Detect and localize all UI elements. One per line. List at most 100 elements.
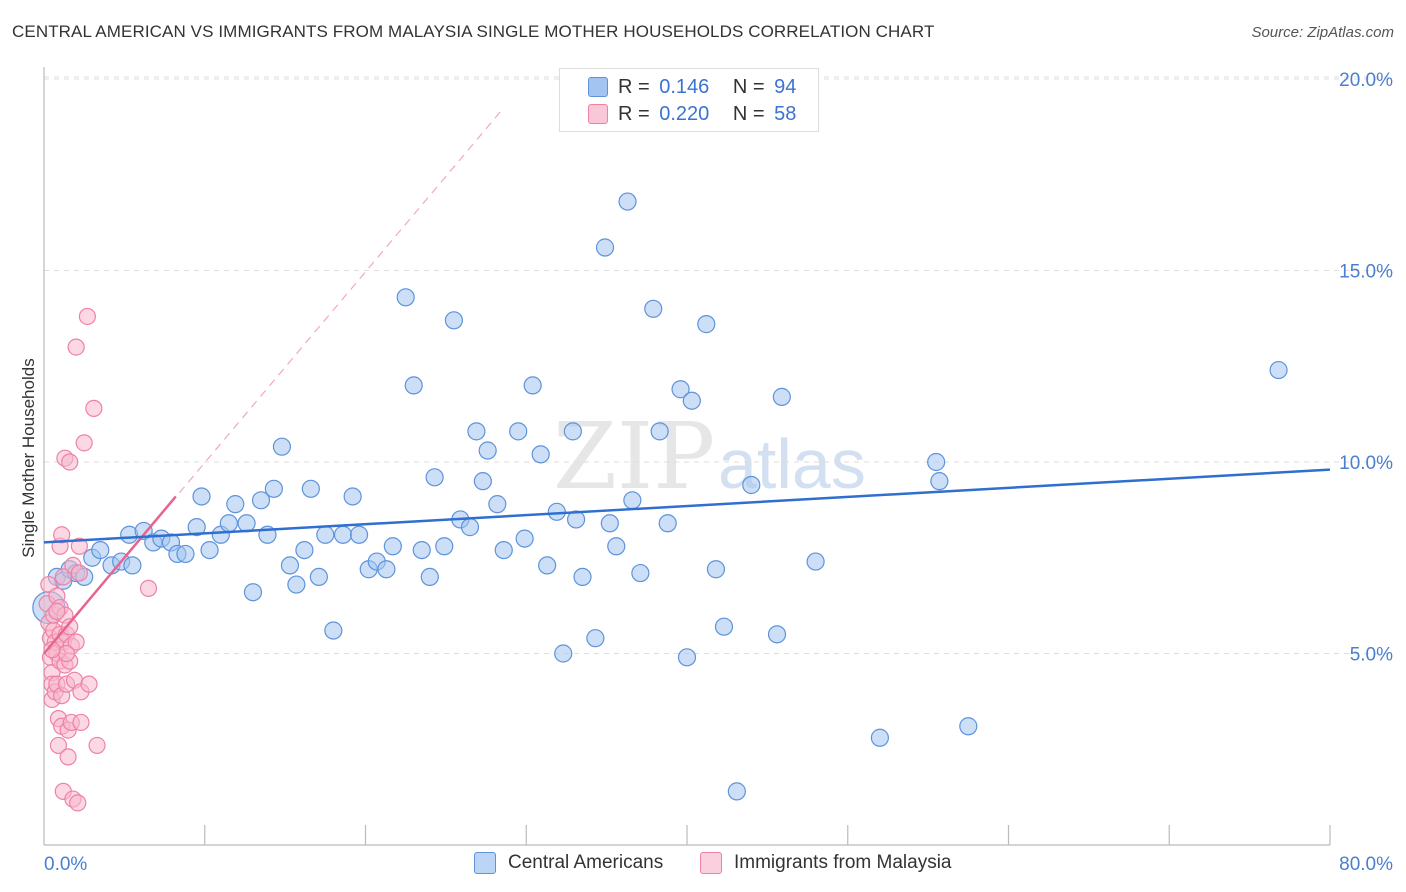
- central-americans-point: [123, 556, 142, 575]
- malaysia-point: [72, 713, 90, 732]
- central-americans-point: [714, 617, 734, 636]
- malaysia-point: [69, 794, 87, 812]
- chart-source: Source: ZipAtlas.com: [1251, 24, 1394, 41]
- central-americans-point: [618, 192, 637, 211]
- legend-swatch-pink: [588, 104, 608, 124]
- central-americans-point: [607, 537, 626, 556]
- central-americans-point: [706, 560, 726, 579]
- y-tick-label: 10.0%: [1339, 453, 1393, 474]
- central-americans-point: [383, 537, 402, 556]
- central-americans-point: [595, 238, 615, 257]
- central-americans-point: [531, 445, 550, 464]
- central-americans-point: [547, 502, 566, 521]
- central-americans-point: [467, 422, 486, 441]
- y-tick-label: 15.0%: [1339, 262, 1393, 283]
- central-americans-point: [478, 441, 497, 460]
- central-americans-point: [727, 782, 746, 801]
- central-americans-point: [772, 387, 791, 406]
- central-americans-point: [316, 525, 335, 544]
- central-americans-point: [554, 644, 573, 663]
- central-americans-point: [682, 391, 701, 410]
- central-americans-point: [586, 629, 605, 648]
- malaysia-point: [49, 736, 68, 755]
- legend-label-central-americans: Central Americans: [508, 852, 664, 873]
- malaysia-point: [67, 338, 85, 356]
- central-americans-point: [494, 540, 513, 560]
- y-tick-labels: 5.0% 10.0% 15.0% 20.0%: [1339, 70, 1393, 666]
- malaysia-point: [53, 526, 71, 544]
- watermark: ZIP atlas: [553, 403, 866, 510]
- legend-n-label: N =: [732, 75, 765, 98]
- malaysia-point: [61, 618, 79, 636]
- correlation-legend: R = 0.146 N = 94 R = 0.220 N = 58: [559, 68, 819, 132]
- central-americans-point: [671, 380, 690, 399]
- central-americans-point: [272, 437, 292, 456]
- central-americans-point: [1269, 360, 1288, 380]
- central-americans-point: [473, 472, 492, 491]
- malaysia-point: [48, 602, 66, 620]
- central-americans-point: [658, 514, 677, 533]
- central-americans-point: [349, 525, 369, 544]
- legend-item-central-americans: Central Americans: [474, 852, 663, 874]
- central-americans-point: [631, 563, 650, 583]
- central-americans-point: [566, 510, 586, 529]
- y-tick-label: 5.0%: [1350, 645, 1393, 666]
- malaysia-point: [88, 736, 106, 755]
- legend-item-malaysia: Immigrants from Malaysia: [700, 852, 952, 874]
- central-americans-point: [444, 311, 464, 330]
- central-americans-point: [644, 299, 663, 318]
- malaysia-point: [75, 434, 93, 452]
- series-legend: Central Americans Immigrants from Malays…: [0, 850, 1406, 880]
- central-americans-point: [280, 556, 300, 575]
- central-americans-point: [930, 472, 949, 491]
- malaysia-trend-line: [43, 495, 177, 655]
- malaysia-point: [78, 307, 97, 326]
- central-americans-point: [623, 491, 642, 510]
- malaysia-point: [70, 564, 88, 582]
- central-americans-point: [301, 479, 320, 498]
- x-tick-label-max: 80.0%: [1339, 854, 1393, 875]
- legend-swatch-blue: [474, 852, 496, 874]
- central-americans-point: [287, 575, 306, 594]
- central-americans-point: [515, 529, 534, 548]
- central-americans-point: [309, 567, 328, 587]
- central-americans-point: [237, 514, 256, 533]
- central-americans-point: [91, 540, 110, 560]
- malaysia-point: [70, 537, 88, 555]
- watermark-atlas: atlas: [718, 425, 866, 503]
- central-americans-point: [538, 556, 557, 575]
- malaysia-point: [54, 568, 72, 586]
- central-americans-point: [742, 475, 761, 495]
- malaysia-point: [57, 644, 76, 663]
- central-americans-point: [600, 514, 619, 533]
- central-americans-point: [200, 540, 219, 560]
- central-americans-point: [650, 422, 669, 441]
- malaysia-point: [139, 579, 158, 597]
- x-ticks: 0.0% 80.0%: [44, 825, 1393, 875]
- malaysia-point: [80, 675, 98, 693]
- central-americans-point: [420, 567, 439, 587]
- central-americans-point: [927, 452, 946, 472]
- central-americans-point: [435, 537, 454, 556]
- legend-n-value: 58: [774, 102, 797, 125]
- central-americans-point: [251, 491, 271, 510]
- central-americans-point: [404, 376, 423, 395]
- x-tick-label-min: 0.0%: [44, 854, 87, 875]
- central-americans-trend-line: [43, 468, 1331, 544]
- legend-swatch-pink: [700, 852, 722, 874]
- malaysia-point: [59, 748, 77, 766]
- malaysia-point: [61, 453, 79, 471]
- central-americans-point: [488, 495, 507, 514]
- malaysia-point: [67, 633, 85, 651]
- central-americans-point: [412, 540, 431, 560]
- central-americans-point: [573, 567, 592, 587]
- legend-swatch-blue: [588, 77, 608, 97]
- central-americans-point: [264, 479, 283, 498]
- malaysia-points: [38, 307, 158, 812]
- malaysia-point: [43, 641, 61, 659]
- central-americans-point: [959, 717, 978, 736]
- central-americans-point: [192, 487, 211, 506]
- central-americans-point: [219, 514, 238, 533]
- central-americans-point: [333, 525, 353, 544]
